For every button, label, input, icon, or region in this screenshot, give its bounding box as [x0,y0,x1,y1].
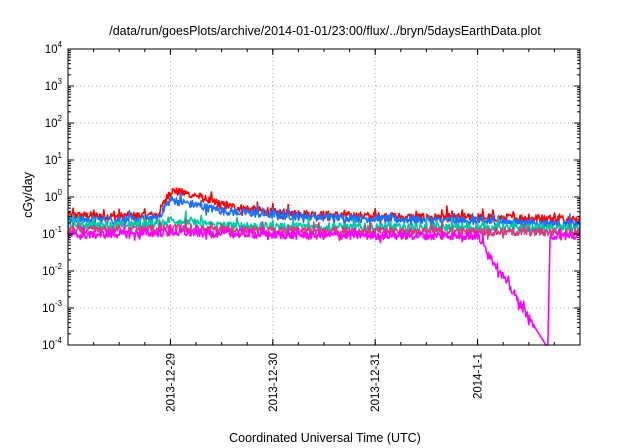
y-tick-exponent: 0 [58,188,63,197]
x-tick-label: 2014-1-1 [473,353,485,399]
y-tick-exponent: 4 [58,40,63,49]
x-axis-label: Coordinated Universal Time (UTC) [229,431,421,445]
x-tick-label: 2013-12-31 [370,353,382,412]
x-tick-label: 2013-12-29 [165,353,177,412]
y-tick-exponent: -4 [55,336,63,345]
y-tick-exponent: -2 [55,262,63,271]
y-tick-base: 10 [42,229,55,241]
y-tick-exponent: -3 [55,299,63,308]
y-tick-label: 101 [45,151,63,167]
y-tick-base: 10 [42,340,55,352]
y-tick-label: 10-1 [42,225,62,241]
y-tick-label: 10-4 [42,336,62,352]
y-tick-exponent: 3 [58,77,63,86]
y-tick-label: 103 [45,77,63,93]
y-tick-label: 102 [45,114,63,130]
y-tick-exponent: 1 [58,151,63,160]
series-line-3 [67,217,581,240]
x-ticks: 2013-12-29 2013-12-30 2013-12-31 2014-1-1 [93,49,555,412]
chart-title: /data/run/goesPlots/archive/2014-01-01/2… [109,24,541,38]
y-tick-base: 10 [45,118,58,130]
y-tick-base: 10 [45,155,58,167]
y-tick-label: 104 [45,40,63,56]
y-tick-exponent: 2 [58,114,63,123]
grid [68,49,580,345]
x-tick-label: 2013-12-30 [268,353,280,412]
y-tick-label: 10-3 [42,299,62,315]
y-axis-label: cGy/day [21,171,35,218]
y-tick-base: 10 [45,192,58,204]
y-tick-exponent: -1 [55,225,63,234]
y-tick-base: 10 [45,81,58,93]
y-tick-base: 10 [42,266,55,278]
y-tick-base: 10 [42,303,55,315]
y-tick-label: 10-2 [42,262,62,278]
series-layer [67,187,581,346]
y-tick-base: 10 [45,44,58,56]
series-line-2 [67,210,581,237]
y-tick-label: 100 [45,188,63,204]
series-line-4 [67,223,581,346]
